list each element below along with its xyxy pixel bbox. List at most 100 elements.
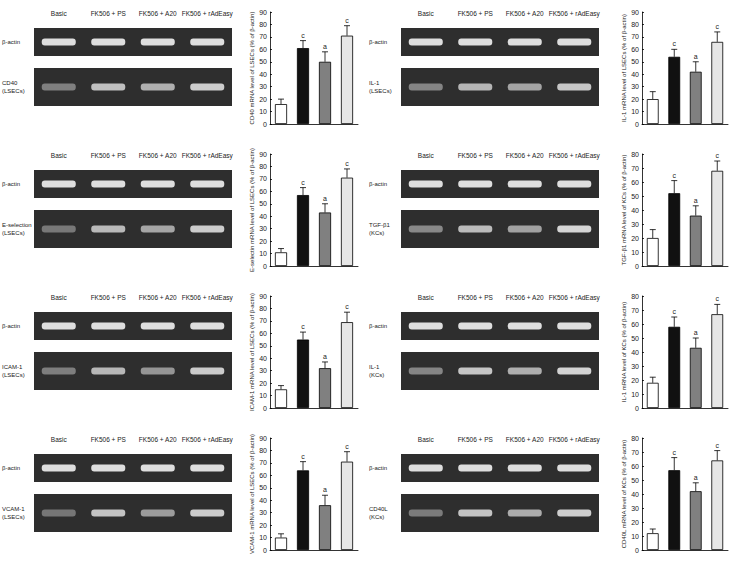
svg-text:Basic: Basic bbox=[418, 436, 435, 443]
svg-text:20: 20 bbox=[631, 96, 639, 103]
svg-text:c: c bbox=[716, 442, 720, 449]
svg-text:80: 80 bbox=[259, 447, 267, 454]
svg-text:80: 80 bbox=[631, 293, 639, 300]
svg-text:Basic: Basic bbox=[51, 294, 68, 301]
svg-text:FK506 + rAdEasy: FK506 + rAdEasy bbox=[182, 436, 234, 444]
svg-text:20: 20 bbox=[259, 96, 267, 103]
svg-text:IL-1 mRNA level of LSECs (% of: IL-1 mRNA level of LSECs (% of β-actin) bbox=[621, 14, 627, 122]
svg-text:10: 10 bbox=[631, 533, 639, 540]
svg-text:0: 0 bbox=[635, 405, 639, 412]
svg-text:80: 80 bbox=[259, 21, 267, 28]
svg-text:a: a bbox=[323, 43, 327, 50]
svg-text:c: c bbox=[716, 23, 720, 30]
svg-text:(LSECs): (LSECs) bbox=[2, 230, 25, 236]
svg-text:0: 0 bbox=[635, 263, 639, 270]
svg-text:0: 0 bbox=[635, 547, 639, 554]
svg-text:c: c bbox=[301, 323, 305, 330]
svg-text:TGF-β1 mRNA level of KCs (% of: TGF-β1 mRNA level of KCs (% of β-actin) bbox=[621, 155, 627, 266]
svg-text:a: a bbox=[694, 329, 698, 336]
svg-text:(KCs): (KCs) bbox=[369, 372, 384, 378]
svg-text:β-actin: β-actin bbox=[369, 181, 387, 187]
svg-text:80: 80 bbox=[631, 21, 639, 28]
svg-text:β-actin: β-actin bbox=[369, 39, 387, 45]
svg-text:FK506 + PS: FK506 + PS bbox=[91, 152, 127, 159]
svg-text:0: 0 bbox=[263, 547, 267, 554]
svg-text:60: 60 bbox=[631, 179, 639, 186]
svg-text:FK506 + A20: FK506 + A20 bbox=[506, 436, 544, 443]
svg-text:60: 60 bbox=[631, 321, 639, 328]
svg-text:Basic: Basic bbox=[418, 152, 435, 159]
svg-text:90: 90 bbox=[259, 293, 267, 300]
svg-text:IL-1: IL-1 bbox=[369, 80, 380, 86]
svg-text:30: 30 bbox=[259, 367, 267, 374]
svg-text:a: a bbox=[323, 486, 327, 493]
svg-text:FK506 + PS: FK506 + PS bbox=[458, 436, 494, 443]
svg-text:10: 10 bbox=[259, 392, 267, 399]
svg-text:a: a bbox=[694, 197, 698, 204]
svg-text:c: c bbox=[673, 40, 677, 47]
svg-text:FK506 + PS: FK506 + PS bbox=[91, 436, 127, 443]
svg-text:c: c bbox=[716, 295, 720, 302]
svg-text:(LSECs): (LSECs) bbox=[2, 372, 25, 378]
svg-text:40: 40 bbox=[259, 213, 267, 220]
svg-text:30: 30 bbox=[631, 83, 639, 90]
svg-text:c: c bbox=[345, 160, 349, 167]
svg-text:a: a bbox=[694, 474, 698, 481]
svg-text:40: 40 bbox=[259, 497, 267, 504]
svg-text:CD40L: CD40L bbox=[369, 506, 388, 512]
svg-text:20: 20 bbox=[631, 377, 639, 384]
svg-text:20: 20 bbox=[259, 380, 267, 387]
svg-text:FK506 + PS: FK506 + PS bbox=[458, 152, 494, 159]
svg-text:50: 50 bbox=[259, 342, 267, 349]
svg-text:20: 20 bbox=[259, 522, 267, 529]
svg-text:40: 40 bbox=[631, 491, 639, 498]
svg-text:FK506 + rAdEasy: FK506 + rAdEasy bbox=[549, 152, 601, 160]
svg-text:FK506 + A20: FK506 + A20 bbox=[506, 152, 544, 159]
svg-text:60: 60 bbox=[259, 188, 267, 195]
svg-text:0: 0 bbox=[263, 121, 267, 128]
svg-text:50: 50 bbox=[259, 58, 267, 65]
svg-text:Basic: Basic bbox=[51, 436, 68, 443]
svg-text:c: c bbox=[345, 17, 349, 24]
svg-text:90: 90 bbox=[631, 9, 639, 16]
svg-text:FK506 + A20: FK506 + A20 bbox=[139, 436, 177, 443]
svg-text:FK506 + A20: FK506 + A20 bbox=[139, 10, 177, 17]
svg-text:30: 30 bbox=[631, 505, 639, 512]
svg-text:CD40: CD40 bbox=[2, 80, 18, 86]
svg-text:0: 0 bbox=[263, 405, 267, 412]
svg-text:a: a bbox=[323, 195, 327, 202]
svg-text:a: a bbox=[694, 53, 698, 60]
svg-text:a: a bbox=[323, 353, 327, 360]
svg-text:50: 50 bbox=[259, 200, 267, 207]
svg-text:40: 40 bbox=[631, 207, 639, 214]
svg-text:(LSECs): (LSECs) bbox=[2, 514, 25, 520]
svg-text:70: 70 bbox=[259, 317, 267, 324]
svg-text:30: 30 bbox=[259, 509, 267, 516]
svg-text:FK506 + rAdEasy: FK506 + rAdEasy bbox=[549, 294, 601, 302]
svg-text:Basic: Basic bbox=[418, 10, 435, 17]
svg-text:FK506 + PS: FK506 + PS bbox=[91, 294, 127, 301]
svg-text:30: 30 bbox=[259, 225, 267, 232]
svg-text:60: 60 bbox=[631, 463, 639, 470]
svg-text:FK506 + rAdEasy: FK506 + rAdEasy bbox=[549, 10, 601, 18]
svg-text:20: 20 bbox=[631, 519, 639, 526]
svg-text:CD40L mRNA level of KCs (% of: CD40L mRNA level of KCs (% of β-actin) bbox=[621, 440, 627, 549]
svg-text:50: 50 bbox=[631, 335, 639, 342]
svg-text:E-selection: E-selection bbox=[2, 222, 32, 228]
svg-text:FK506 + A20: FK506 + A20 bbox=[506, 294, 544, 301]
svg-text:90: 90 bbox=[259, 9, 267, 16]
svg-text:(LSECs): (LSECs) bbox=[2, 88, 25, 94]
svg-text:70: 70 bbox=[631, 307, 639, 314]
svg-text:FK506 + PS: FK506 + PS bbox=[458, 294, 494, 301]
svg-text:30: 30 bbox=[631, 363, 639, 370]
svg-text:FK506 + rAdEasy: FK506 + rAdEasy bbox=[182, 10, 234, 18]
svg-text:β-actin: β-actin bbox=[2, 181, 20, 187]
svg-text:70: 70 bbox=[259, 459, 267, 466]
svg-text:FK506 + PS: FK506 + PS bbox=[91, 10, 127, 17]
svg-text:10: 10 bbox=[259, 108, 267, 115]
svg-text:c: c bbox=[673, 172, 677, 179]
svg-text:β-actin: β-actin bbox=[369, 465, 387, 471]
svg-text:10: 10 bbox=[631, 391, 639, 398]
svg-text:50: 50 bbox=[631, 58, 639, 65]
svg-text:c: c bbox=[673, 308, 677, 315]
